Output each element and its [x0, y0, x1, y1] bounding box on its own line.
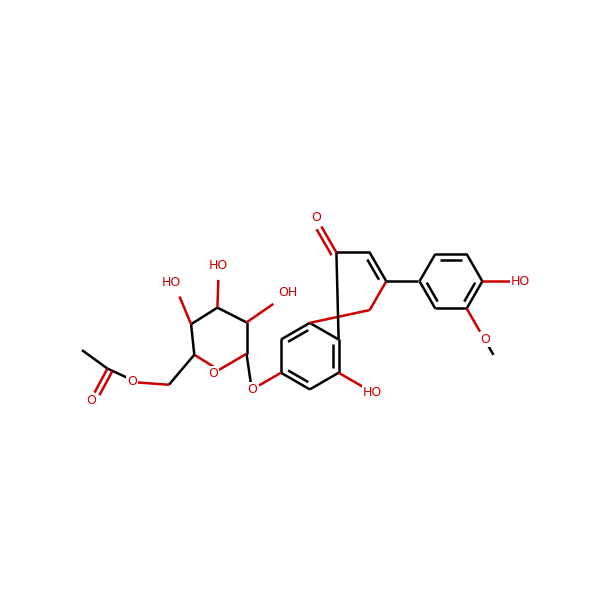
Text: O: O [86, 394, 96, 407]
Text: O: O [127, 375, 137, 388]
Text: HO: HO [363, 386, 382, 399]
Text: O: O [311, 211, 321, 224]
Text: HO: HO [511, 275, 530, 288]
Text: O: O [247, 383, 257, 396]
Text: HO: HO [209, 259, 228, 272]
Text: O: O [480, 333, 490, 346]
Text: HO: HO [161, 276, 181, 289]
Text: O: O [208, 367, 218, 380]
Text: OH: OH [278, 286, 297, 299]
